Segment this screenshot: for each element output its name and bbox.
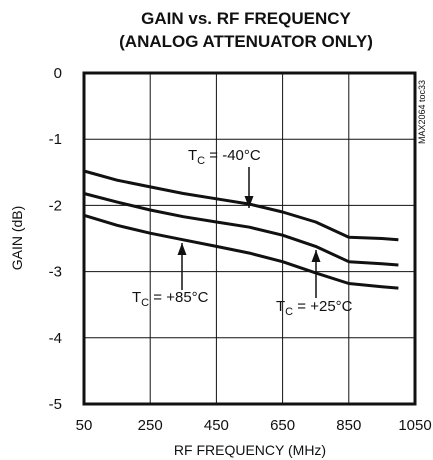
x-tick-label: 50 [76,417,93,434]
series-line-2 [83,213,399,290]
annotation-label: TC = +25°C [276,298,353,318]
y-tick-label: -1 [49,131,62,148]
annotation-arrowhead [311,250,321,262]
figure-id-label: MAX2064 toc33 [417,80,427,144]
x-tick-label: 250 [138,417,163,434]
plot-frame [82,71,417,406]
x-axis-label: RF FREQUENCY (MHz) [174,442,326,458]
chart-title-line2: (ANALOG ATTENUATOR ONLY) [119,32,373,51]
x-tick-label: 650 [270,417,295,434]
y-axis-label: GAIN (dB) [9,206,25,271]
x-tick-label: 850 [336,417,361,434]
y-tick-labels: 0 -1 -2 -3 -4 -5 [49,65,62,413]
y-tick-label: -2 [49,197,62,214]
y-tick-label: -4 [49,330,62,347]
annotation-arrowhead [177,243,187,255]
annotation-label: TC = +85°C [132,289,209,309]
chart-title-line1: GAIN vs. RF FREQUENCY [141,9,351,28]
series-line-1 [83,192,399,267]
y-tick-label: -5 [49,396,62,413]
annotations: TC = -40°C TC = +85°C TC = +25°C [132,147,353,318]
y-tick-label: -3 [49,264,62,281]
x-tick-labels: 50 250 450 650 850 1050 [76,417,432,434]
series-lines [83,169,399,290]
annotation-label: TC = -40°C [188,147,261,167]
x-tick-label: 1050 [398,417,431,434]
y-tick-label: 0 [54,65,62,82]
x-tick-label: 450 [204,417,229,434]
annotation-arrowhead [244,196,254,208]
